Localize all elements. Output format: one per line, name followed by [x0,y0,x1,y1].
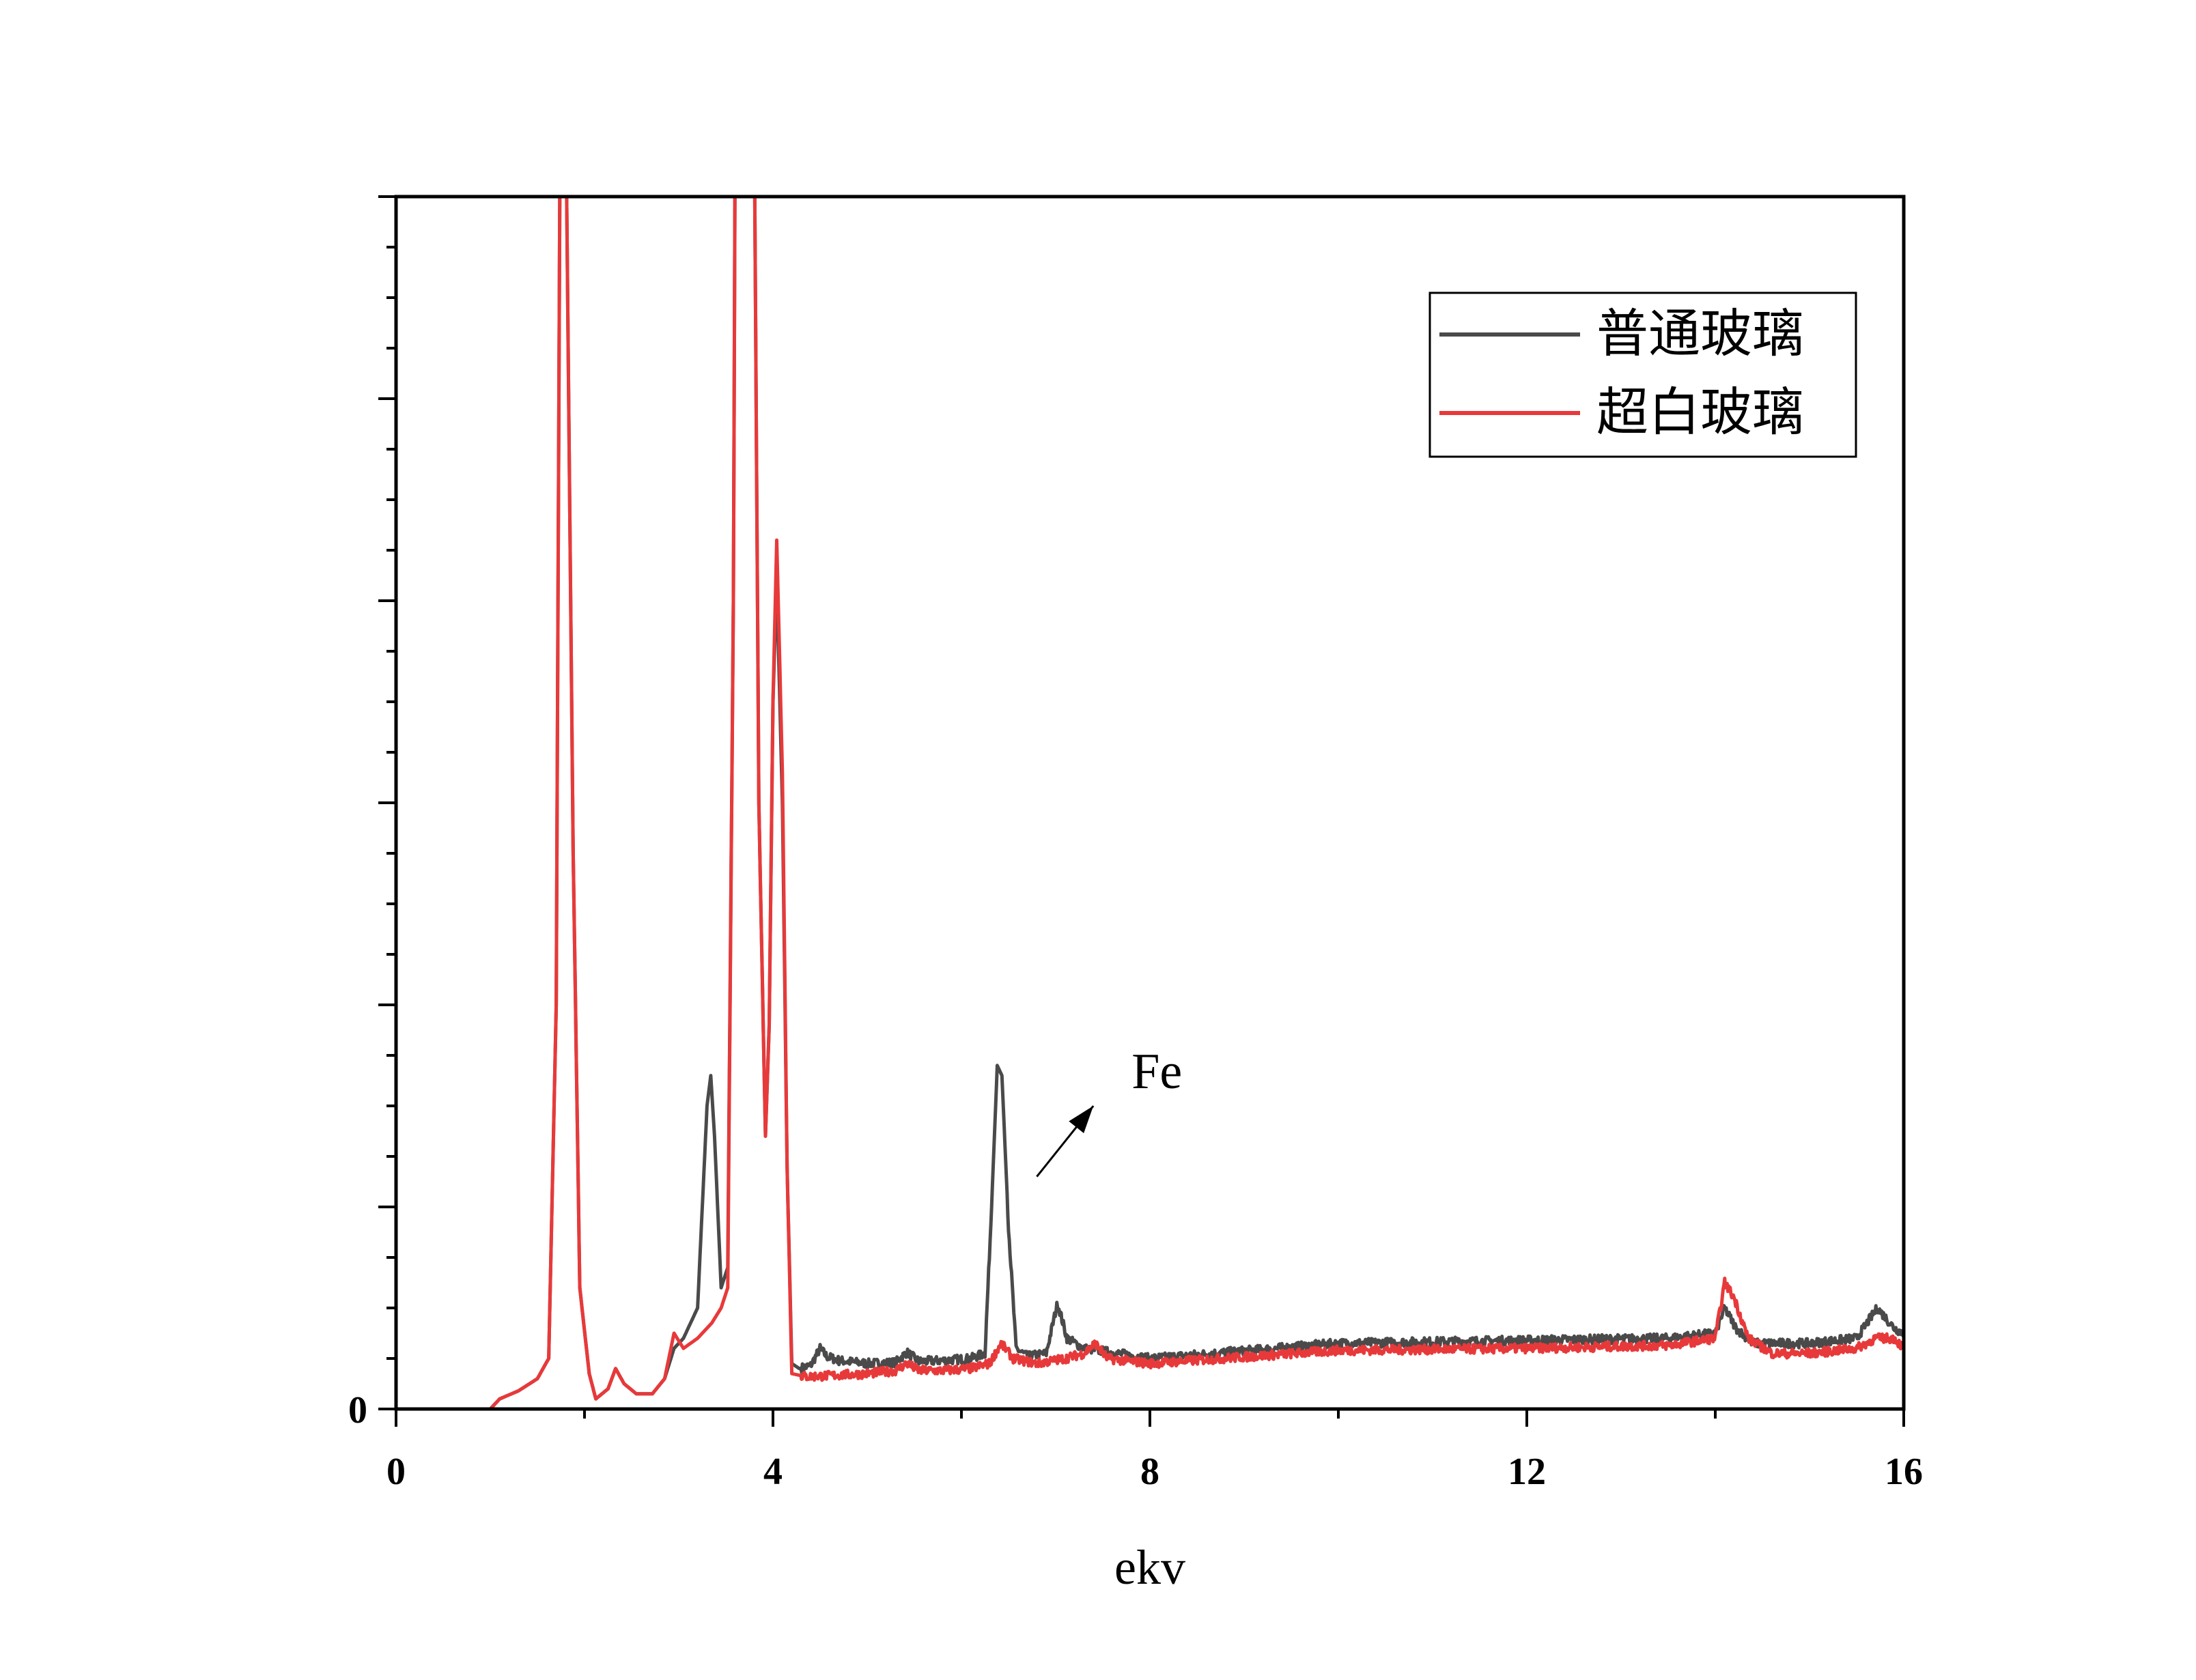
x-tick-label: 12 [1508,1451,1546,1493]
plot-area [396,197,1904,1409]
x-axis: 0 4 8 12 16 [386,1409,1923,1493]
y-axis: 0 [348,195,396,1432]
annotation-arrowhead [1069,1106,1094,1133]
legend: 普通玻璃 超白玻璃 [1428,291,1857,458]
legend-label-series-1: 超白玻璃 [1596,382,1804,442]
annotation: Fe [1036,1044,1182,1178]
annotation-label: Fe [1131,1044,1182,1100]
series-line-1 [396,197,1904,1409]
x-tick-label: 16 [1885,1451,1923,1493]
x-tick-label: 0 [386,1451,406,1493]
x-tick-label: 4 [763,1451,783,1493]
y-tick-label: 0 [348,1389,367,1432]
x-axis-title: ekv [1114,1540,1185,1595]
series-line-0 [396,197,1904,1409]
legend-box [1428,291,1857,458]
x-tick-label: 8 [1140,1451,1159,1493]
legend-label-series-0: 普通玻璃 [1596,303,1804,364]
